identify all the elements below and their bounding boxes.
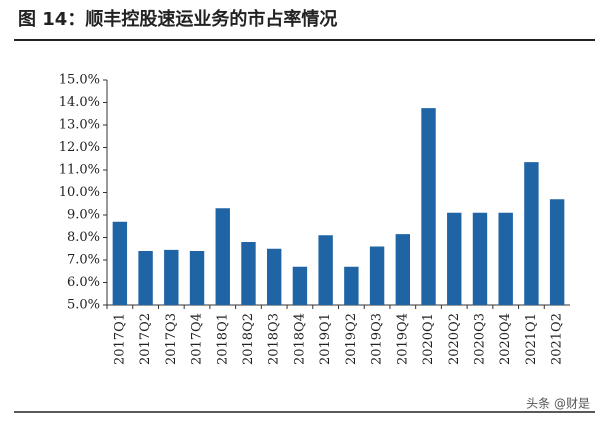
x-tick-label: 2021Q1	[524, 313, 539, 365]
x-tick-label: 2017Q1	[112, 313, 127, 365]
bar	[344, 266, 359, 305]
y-tick-label: 14.0%	[59, 95, 100, 110]
x-tick-label: 2020Q4	[498, 313, 513, 365]
y-tick-label: 13.0%	[59, 118, 100, 133]
x-tick-label: 2017Q4	[190, 313, 205, 365]
y-tick-label: 6.0%	[67, 275, 100, 290]
chart-title: 图 14：顺丰控股速运业务的市占率情况	[18, 8, 337, 30]
bar	[292, 266, 308, 305]
x-tick-label: 2020Q1	[421, 313, 436, 365]
bar	[266, 248, 282, 305]
y-tick-label: 11.0%	[59, 163, 100, 178]
y-tick-label: 7.0%	[67, 253, 100, 268]
x-tick-label: 2019Q4	[395, 313, 410, 365]
x-tick-label: 2020Q2	[447, 313, 462, 365]
x-tick-label: 2017Q3	[164, 313, 179, 365]
x-tick-label: 2021Q2	[550, 313, 565, 365]
bar	[395, 234, 411, 305]
bar	[369, 246, 385, 305]
y-tick-label: 5.0%	[67, 298, 100, 313]
watermark: 头条 @财是	[526, 397, 590, 411]
y-tick-label: 10.0%	[59, 185, 100, 200]
x-tick-label: 2018Q2	[241, 313, 256, 365]
bar	[138, 251, 153, 305]
y-tick-label: 8.0%	[67, 230, 100, 245]
bar	[524, 162, 539, 305]
bar	[189, 251, 205, 305]
x-tick-label: 2019Q2	[344, 313, 359, 365]
x-tick-label: 2017Q2	[138, 313, 153, 365]
bar	[421, 108, 436, 305]
bar	[241, 242, 256, 305]
y-tick-label: 15.0%	[59, 73, 100, 88]
bar	[164, 249, 179, 305]
x-tick-label: 2018Q4	[292, 313, 307, 365]
bar	[215, 208, 230, 305]
bar	[447, 212, 462, 305]
y-tick-label: 12.0%	[59, 140, 100, 155]
bar	[498, 212, 513, 305]
bar	[318, 235, 333, 305]
x-tick-label: 2019Q1	[318, 313, 333, 365]
bar	[472, 212, 488, 305]
x-tick-label: 2019Q3	[370, 313, 385, 365]
x-tick-label: 2020Q3	[472, 313, 487, 365]
x-tick-label: 2018Q1	[215, 313, 230, 365]
bar	[549, 199, 565, 305]
y-tick-label: 9.0%	[67, 208, 100, 223]
x-tick-label: 2018Q3	[267, 313, 282, 365]
bar	[112, 221, 128, 305]
